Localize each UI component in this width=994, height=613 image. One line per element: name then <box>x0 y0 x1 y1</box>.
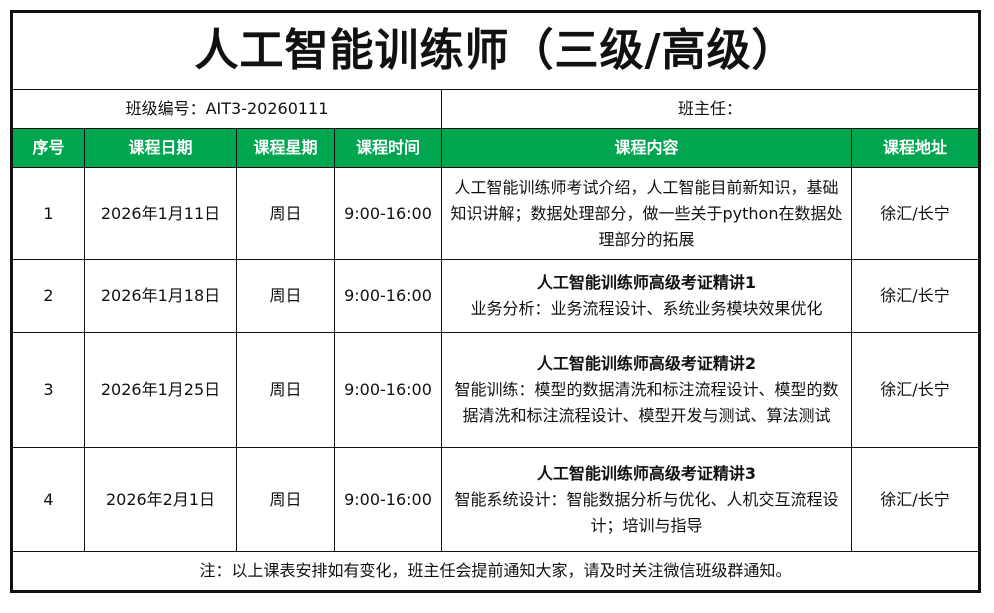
course-date: 2026年2月1日 <box>84 447 237 552</box>
course-content-text: 人工智能训练师考试介绍，人工智能目前新知识，基础知识讲解；数据处理部分，做一些关… <box>450 177 843 249</box>
course-address: 徐汇/长宁 <box>850 447 981 552</box>
course-content-title: 人工智能训练师高级考证精讲2 <box>536 354 757 373</box>
table-header: 序号 课程日期 课程星期 课程时间 课程内容 课程地址 <box>11 128 981 168</box>
course-date: 2026年1月18日 <box>84 259 237 333</box>
course-weekday: 周日 <box>236 447 335 552</box>
course-content: 人工智能训练师高级考证精讲1 业务分析：业务流程设计、系统业务模块效果优化 <box>441 259 852 333</box>
head-teacher: 班主任： <box>440 89 981 129</box>
table-row: 2 2026年1月18日 周日 9:00-16:00 人工智能训练师高级考证精讲1 业务分… <box>11 259 981 333</box>
column-header: 课程星期 <box>236 128 335 168</box>
row-number: 1 <box>11 167 85 260</box>
row-number: 3 <box>11 332 85 448</box>
column-header: 课程地址 <box>850 128 981 168</box>
class-code: 班级编号：AIT3-20260111 <box>11 89 442 129</box>
course-weekday: 周日 <box>236 167 335 260</box>
course-content-text: 业务分析：业务流程设计、系统业务模块效果优化 <box>470 299 823 318</box>
course-time: 9:00-16:00 <box>334 332 442 448</box>
column-header: 课程内容 <box>441 128 852 168</box>
row-number: 2 <box>11 259 85 333</box>
course-time: 9:00-16:00 <box>334 259 442 333</box>
table-row: 4 2026年2月1日 周日 9:00-16:00 人工智能训练师高级考证精讲3 智能系统… <box>11 447 981 552</box>
course-address: 徐汇/长宁 <box>850 259 981 333</box>
course-content: 人工智能训练师考试介绍，人工智能目前新知识，基础知识讲解；数据处理部分，做一些关… <box>441 167 852 260</box>
course-content-title: 人工智能训练师高级考证精讲1 <box>536 273 757 292</box>
course-date: 2026年1月25日 <box>84 332 237 448</box>
course-content-text: 智能训练：模型的数据清洗和标注流程设计、模型的数据清洗和标注流程设计、模型开发与… <box>454 380 839 425</box>
footer-note: 注：以上课表安排如有变化，班主任会提前通知大家，请及时关注微信班级群通知。 <box>10 551 981 592</box>
course-weekday: 周日 <box>236 332 335 448</box>
table-row: 3 2026年1月25日 周日 9:00-16:00 人工智能训练师高级考证精讲2 智能训… <box>11 332 981 448</box>
column-header: 课程时间 <box>334 128 442 168</box>
course-address: 徐汇/长宁 <box>850 167 981 260</box>
course-time: 9:00-16:00 <box>334 447 442 552</box>
course-content: 人工智能训练师高级考证精讲3 智能系统设计：智能数据分析与优化、人机交互流程设计；… <box>441 447 852 552</box>
course-weekday: 周日 <box>236 259 335 333</box>
course-date: 2026年1月11日 <box>84 167 237 260</box>
column-header: 序号 <box>11 128 85 168</box>
column-header: 课程日期 <box>84 128 237 168</box>
row-number: 4 <box>11 447 85 552</box>
course-time: 9:00-16:00 <box>334 167 442 260</box>
page-title: 人工智能训练师（三级/高级） <box>10 11 981 90</box>
course-content: 人工智能训练师高级考证精讲2 智能训练：模型的数据清洗和标注流程设计、模型的数据清… <box>441 332 852 448</box>
course-content-title: 人工智能训练师高级考证精讲3 <box>536 463 757 483</box>
schedule-table: 人工智能训练师（三级/高级） 班级编号：AIT3-20260111 班主任： 序… <box>10 10 982 593</box>
table-row: 1 2026年1月11日 周日 9:00-16:00 人工智能训练师考试介绍，人工智能目… <box>11 167 981 260</box>
course-content-text: 智能系统设计：智能数据分析与优化、人机交互流程设计；培训与指导 <box>454 489 839 535</box>
course-address: 徐汇/长宁 <box>850 332 981 448</box>
